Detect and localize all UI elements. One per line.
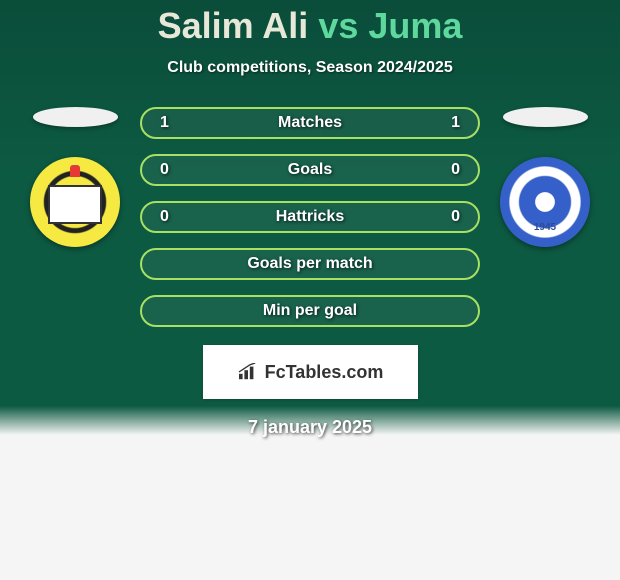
- player2-placeholder: [503, 107, 588, 127]
- stat-row-gpm: Goals per match: [140, 248, 480, 280]
- subtitle: Club competitions, Season 2024/2025: [0, 59, 620, 77]
- stat-label: Hattricks: [276, 208, 344, 226]
- vs-text: vs: [318, 5, 358, 46]
- stat-left-value: 1: [160, 114, 180, 132]
- stat-right-value: 0: [440, 208, 460, 226]
- club2-logo: [500, 157, 590, 247]
- brand-box: FcTables.com: [203, 345, 418, 399]
- stat-row-mpg: Min per goal: [140, 295, 480, 327]
- stat-row-matches: 1 Matches 1: [140, 107, 480, 139]
- club1-logo: [30, 157, 120, 247]
- date-text: 7 january 2025: [0, 417, 620, 438]
- player2-name: Juma: [368, 5, 462, 46]
- stat-left-value: 0: [160, 208, 180, 226]
- stat-label: Goals per match: [247, 255, 372, 273]
- stat-right-value: 1: [440, 114, 460, 132]
- stat-right-value: 0: [440, 161, 460, 179]
- chart-icon: [237, 363, 259, 381]
- stat-left-value: 0: [160, 161, 180, 179]
- right-column: [495, 107, 595, 247]
- stat-label: Matches: [278, 114, 342, 132]
- left-column: [25, 107, 125, 247]
- stats-column: 1 Matches 1 0 Goals 0 0 Hattricks 0 Goal…: [140, 107, 480, 327]
- page-title: Salim Ali vs Juma: [0, 5, 620, 47]
- stat-row-hattricks: 0 Hattricks 0: [140, 201, 480, 233]
- player1-placeholder: [33, 107, 118, 127]
- player1-name: Salim Ali: [158, 5, 309, 46]
- comparison-card: Salim Ali vs Juma Club competitions, Sea…: [0, 0, 620, 438]
- stat-label: Min per goal: [263, 302, 357, 320]
- main-area: 1 Matches 1 0 Goals 0 0 Hattricks 0 Goal…: [0, 107, 620, 327]
- stat-label: Goals: [288, 161, 332, 179]
- brand-text: FcTables.com: [265, 362, 384, 383]
- stat-row-goals: 0 Goals 0: [140, 154, 480, 186]
